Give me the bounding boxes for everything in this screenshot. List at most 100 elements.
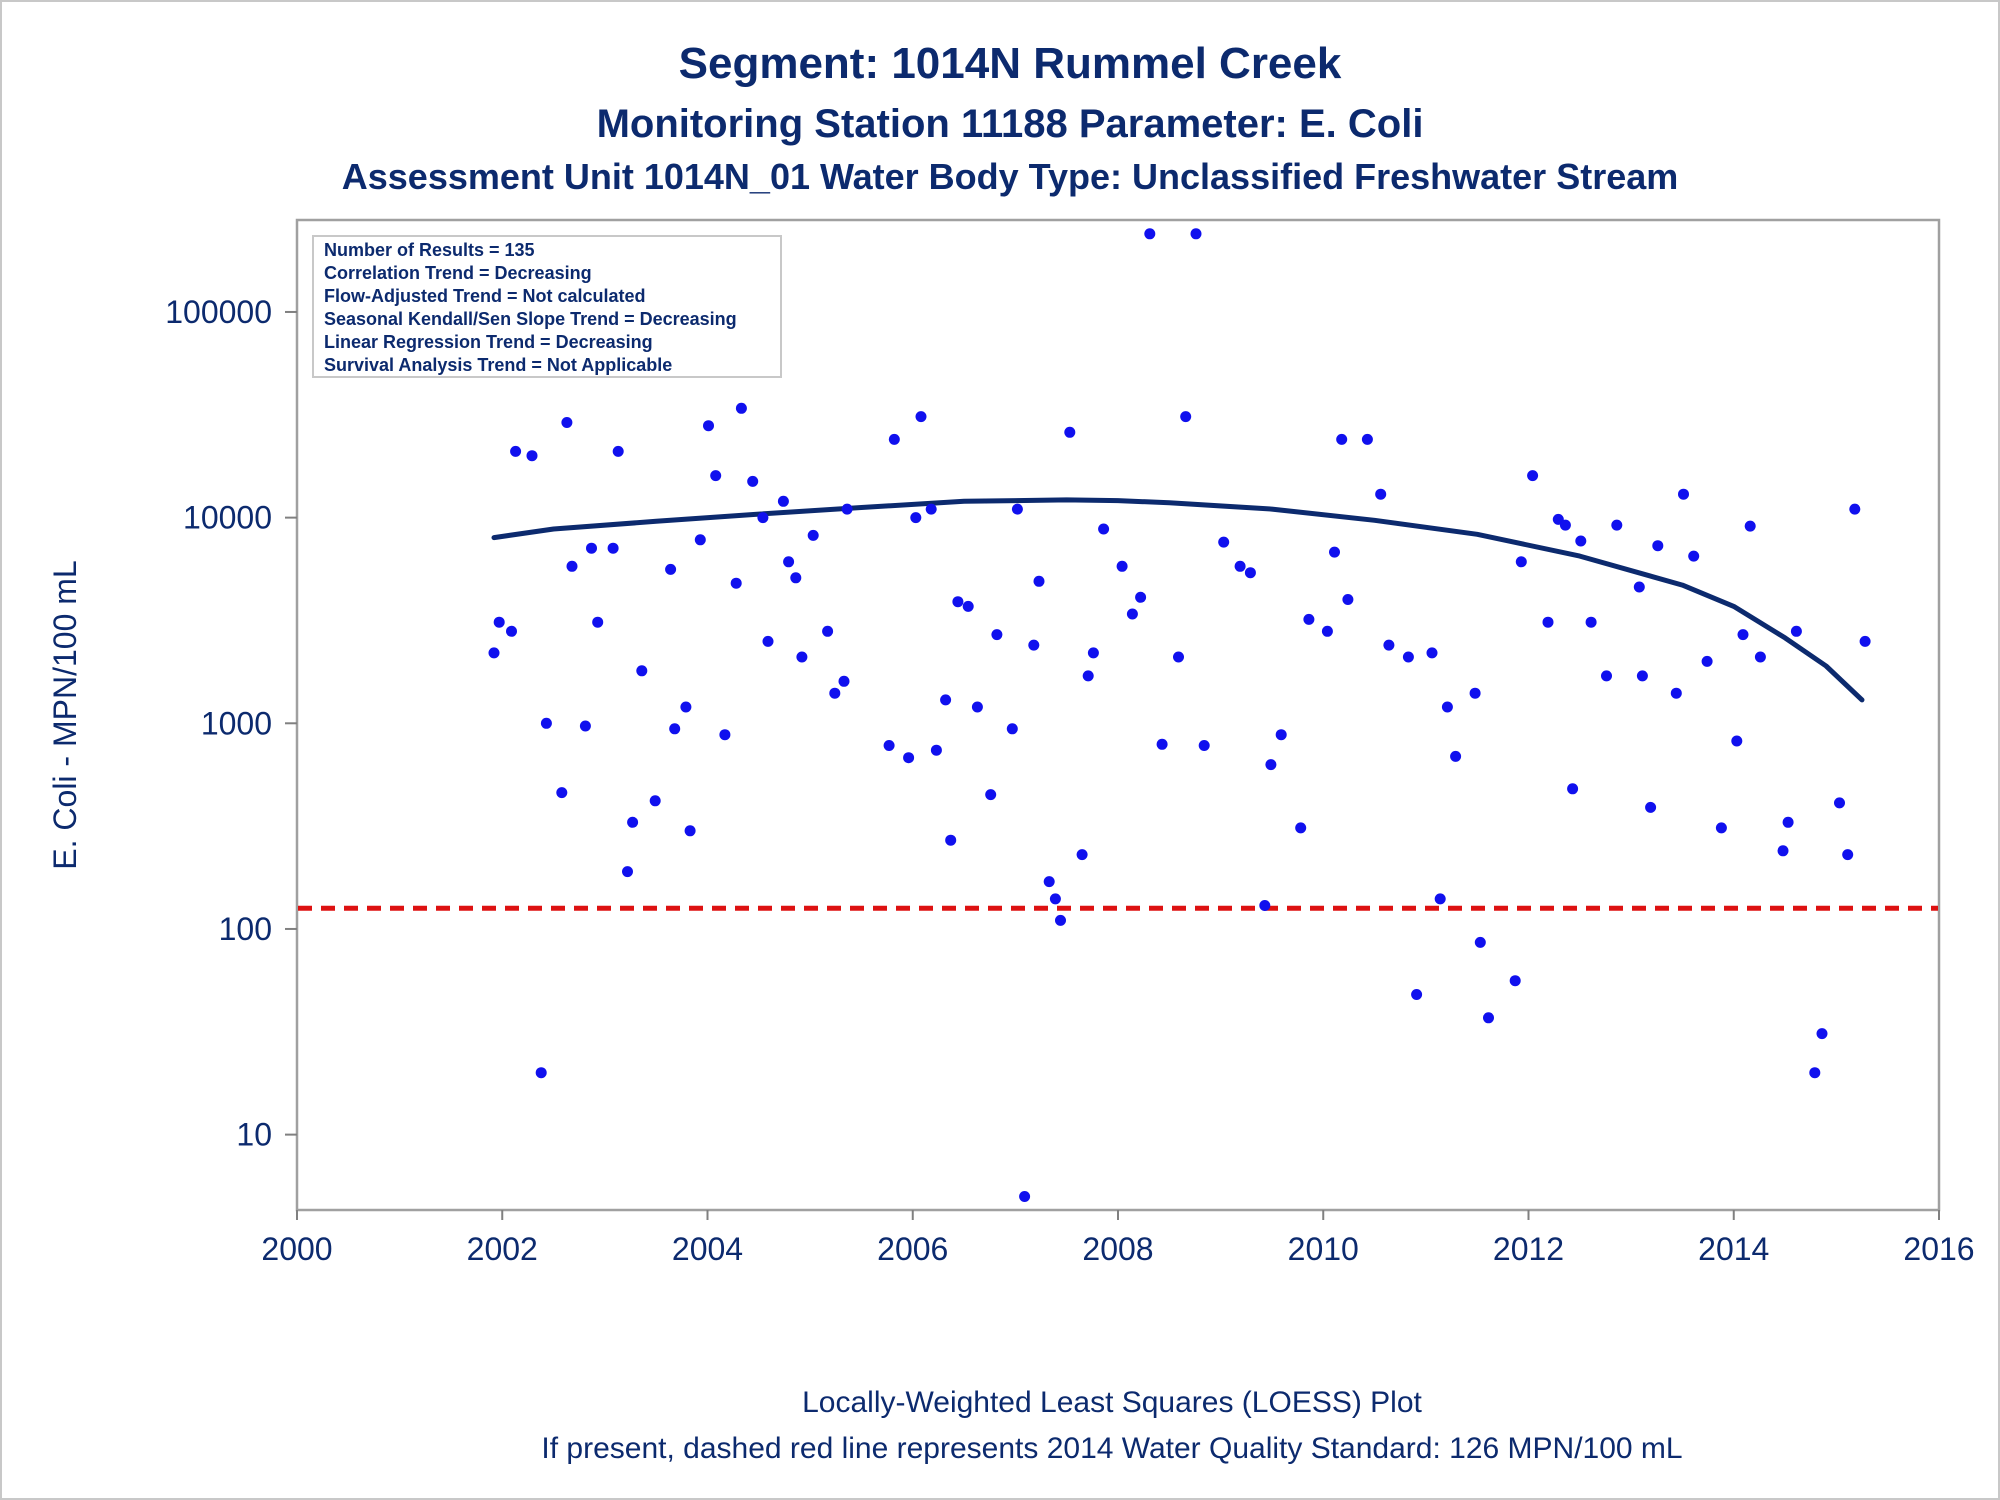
data-point: [903, 752, 915, 764]
data-point: [1116, 560, 1128, 572]
data-point: [607, 542, 619, 554]
stats-line: Correlation Trend = Decreasing: [324, 263, 592, 283]
points-layer: [488, 228, 1871, 1202]
data-point: [1515, 556, 1527, 568]
data-point: [684, 825, 696, 837]
data-point: [1033, 575, 1045, 587]
data-point: [1678, 488, 1689, 500]
data-point: [1234, 560, 1246, 572]
data-point: [1082, 670, 1094, 682]
data-point: [1567, 783, 1579, 795]
data-point: [1135, 591, 1147, 603]
data-point: [1043, 876, 1055, 888]
data-point: [1636, 670, 1648, 682]
data-point: [694, 534, 706, 546]
data-point: [561, 417, 573, 428]
y-tick-label: 1000: [201, 705, 272, 741]
data-point: [1670, 687, 1682, 699]
data-point: [1601, 670, 1612, 682]
data-point: [1450, 750, 1462, 762]
data-point: [1076, 849, 1088, 861]
data-point: [1859, 635, 1871, 647]
data-point: [1509, 975, 1521, 987]
data-point: [669, 723, 681, 735]
data-point: [1361, 433, 1373, 445]
x-tick-label: 2010: [1288, 1231, 1359, 1267]
data-point: [556, 787, 568, 799]
data-point: [506, 625, 517, 637]
data-point: [796, 651, 808, 663]
stats-box-frame: [312, 235, 782, 378]
data-point: [1383, 639, 1395, 651]
data-point: [1049, 893, 1061, 905]
data-point: [807, 529, 819, 541]
data-point: [566, 560, 578, 572]
data-point: [1402, 651, 1414, 663]
data-point: [829, 687, 841, 699]
stats-line: Survival Analysis Trend = Not Applicable: [324, 355, 672, 375]
data-point: [680, 701, 692, 713]
stats-line: Linear Regression Trend = Decreasing: [324, 332, 653, 352]
chart-subtitle-2: Assessment Unit 1014N_01 Water Body Type…: [342, 156, 1679, 197]
data-point: [1559, 519, 1571, 531]
data-point: [526, 450, 538, 462]
chart-subtitle: Monitoring Station 11188 Parameter: E. C…: [597, 102, 1424, 146]
data-point: [1303, 613, 1315, 625]
data-point: [1426, 647, 1438, 659]
data-point: [1126, 608, 1138, 620]
data-point: [777, 495, 789, 507]
data-point: [1474, 936, 1486, 948]
data-point: [1842, 849, 1854, 861]
x-tick-label: 2012: [1493, 1231, 1564, 1267]
data-point: [1295, 822, 1307, 834]
data-point: [1055, 914, 1066, 926]
data-point: [790, 572, 802, 584]
data-point: [1265, 759, 1277, 771]
data-point: [1701, 655, 1713, 667]
data-point: [1321, 625, 1333, 637]
data-point: [985, 789, 997, 801]
data-point: [783, 556, 795, 568]
data-point: [1259, 900, 1271, 911]
data-point: [1744, 520, 1756, 532]
stats-line: Number of Results = 135: [324, 240, 535, 260]
data-point: [510, 445, 522, 457]
data-point: [586, 542, 597, 554]
data-point: [1375, 488, 1387, 500]
data-point: [1849, 503, 1861, 515]
y-tick-label: 10: [236, 1117, 272, 1153]
data-point: [1809, 1067, 1821, 1079]
data-point: [535, 1067, 547, 1079]
data-point: [1064, 426, 1076, 438]
data-point: [1790, 625, 1802, 637]
data-point: [1542, 616, 1554, 628]
data-point: [1527, 470, 1539, 482]
data-point: [1688, 550, 1700, 562]
data-point: [930, 744, 942, 756]
data-point: [925, 503, 937, 515]
data-point: [971, 701, 983, 713]
data-point: [622, 866, 633, 878]
data-point: [1816, 1028, 1828, 1040]
data-point: [883, 740, 895, 751]
data-point: [1585, 616, 1597, 628]
chart-title: Segment: 1014N Rummel Creek: [679, 39, 1342, 88]
y-tick-label: 10000: [183, 500, 272, 536]
data-point: [1190, 228, 1202, 240]
data-point: [1173, 651, 1184, 663]
data-point: [735, 402, 747, 414]
data-point: [719, 729, 731, 741]
data-point: [592, 616, 604, 628]
data-point: [1098, 523, 1110, 535]
data-point: [649, 795, 661, 807]
data-point: [1180, 411, 1192, 423]
data-point: [1028, 639, 1040, 651]
data-point: [710, 470, 722, 482]
data-point: [940, 694, 952, 706]
data-point: [540, 717, 552, 729]
data-point: [1411, 989, 1423, 1000]
x-tick-label: 2000: [261, 1231, 332, 1267]
data-point: [1782, 816, 1794, 828]
data-point: [1342, 594, 1354, 605]
